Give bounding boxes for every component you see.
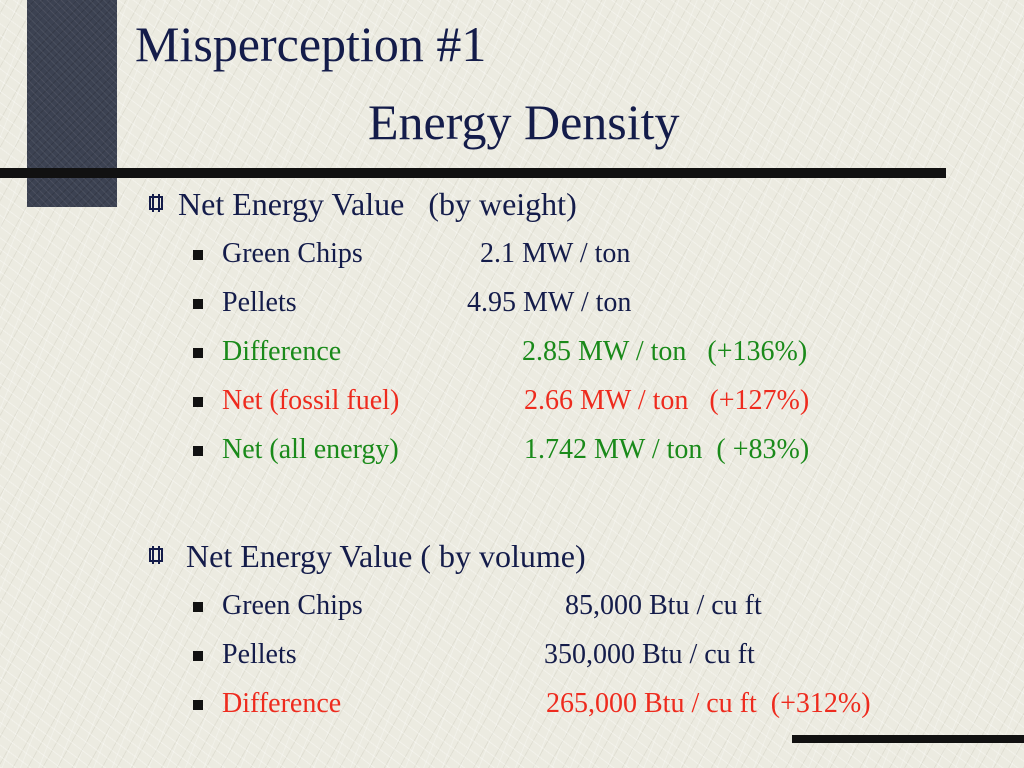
list-item-label: Net (fossil fuel) (222, 385, 400, 416)
list-item-weight-difference: Difference 2.85 MW / ton (+136%) (193, 335, 993, 369)
list-item-volume-green-chips: Green Chips 85,000 Btu / cu ft (193, 589, 993, 623)
list-item-label: Difference (222, 336, 342, 367)
list-item-value: 85,000 Btu / cu ft (565, 590, 762, 621)
list-item-volume-pellets: Pellets 350,000 Btu / cu ft (193, 638, 993, 672)
list-item-label: Pellets (222, 287, 297, 318)
list-item-label: Net (all energy) (222, 434, 399, 465)
list-item-weight-green-chips: Green Chips 2.1 MW / ton (193, 237, 993, 271)
section-heading-text: Net Energy Value (by weight) (178, 186, 577, 222)
list-item-weight-pellets: Pellets 4.95 MW / ton (193, 286, 993, 320)
hash-square-bullet-icon (149, 546, 163, 564)
title-divider-rule (0, 168, 946, 178)
footer-divider-rule (792, 735, 1024, 743)
slide-subtitle: Energy Density (368, 94, 680, 150)
list-item-weight-net-all-energy: Net (all energy) 1.742 MW / ton ( +83%) (193, 433, 993, 467)
list-item-weight-net-fossil-fuel: Net (fossil fuel) 2.66 MW / ton (+127%) (193, 384, 993, 418)
list-item-label: Green Chips (222, 590, 363, 621)
section-heading-text: Net Energy Value ( by volume) (178, 538, 586, 574)
hash-square-bullet-icon (149, 194, 163, 212)
square-bullet-icon (193, 602, 203, 612)
list-item-label: Pellets (222, 639, 297, 670)
list-item-label: Difference (222, 688, 342, 719)
list-item-value: 4.95 MW / ton (467, 287, 632, 318)
slide-title: Misperception #1 (135, 16, 487, 72)
list-item-label: Green Chips (222, 238, 363, 269)
square-bullet-icon (193, 397, 203, 407)
list-item-value: 2.1 MW / ton (480, 238, 631, 269)
square-bullet-icon (193, 250, 203, 260)
square-bullet-icon (193, 446, 203, 456)
square-bullet-icon (193, 651, 203, 661)
list-item-value: 2.66 MW / ton (+127%) (524, 385, 810, 416)
list-item-value: 2.85 MW / ton (+136%) (522, 336, 808, 367)
list-item-value: 265,000 Btu / cu ft (+312%) (546, 688, 871, 719)
square-bullet-icon (193, 700, 203, 710)
list-item-value: 350,000 Btu / cu ft (544, 639, 755, 670)
square-bullet-icon (193, 299, 203, 309)
list-item-value: 1.742 MW / ton ( +83%) (524, 434, 810, 465)
square-bullet-icon (193, 348, 203, 358)
list-item-volume-difference: Difference 265,000 Btu / cu ft (+312%) (193, 687, 993, 721)
